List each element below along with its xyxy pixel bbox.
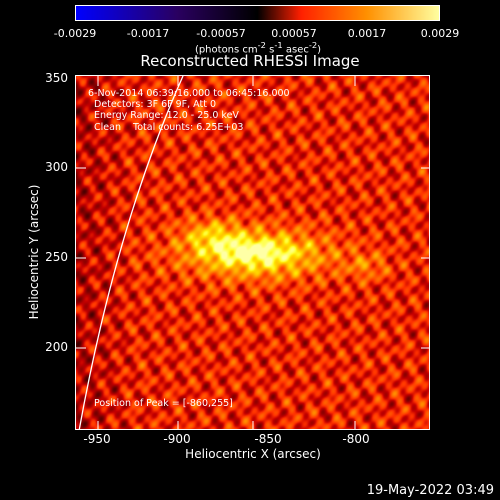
colorbar-tick-label: 0.0017 — [347, 27, 387, 40]
colorbar-tick-label: -0.00057 — [196, 27, 246, 40]
info-line-detectors: Detectors: 3F 6F 9F, Att 0 — [94, 99, 217, 110]
x-axis-ticks — [97, 76, 356, 429]
plot-overlay — [76, 76, 429, 429]
x-tick-label: -850 — [254, 432, 282, 446]
colorbar-units: (photons cm-2 s-1 asec-2) — [194, 40, 322, 56]
colorbar-tick-label: 0.0029 — [420, 27, 460, 40]
image-plot-area: 6-Nov-2014 06:39:16.000 to 06:45:16.000 … — [75, 75, 430, 430]
colorbar — [75, 5, 440, 21]
solar-limb-curve — [78, 76, 184, 429]
info-line-energy: Energy Range: 12.0 - 25.0 keV — [94, 110, 239, 121]
colorbar-tick-label: -0.0029 — [53, 27, 97, 40]
x-tick-label: -800 — [342, 432, 370, 446]
info-line-clean: Clean Total counts: 6.25E+03 — [94, 122, 244, 133]
colorbar-tick-label: 0.00057 — [271, 27, 317, 40]
y-axis-ticks — [76, 167, 429, 349]
y-tick-label: 300 — [45, 160, 68, 174]
timestamp: 19-May-2022 03:49 — [366, 483, 494, 498]
y-axis-title: Heliocentric Y (arcsec) — [27, 184, 41, 320]
x-axis-title: Heliocentric X (arcsec) — [185, 447, 321, 461]
y-tick-label: 200 — [45, 340, 68, 354]
y-tick-label: 350 — [45, 71, 68, 85]
rhessi-image — [76, 76, 429, 429]
info-line-time: 6-Nov-2014 06:39:16.000 to 06:45:16.000 — [88, 88, 290, 99]
colorbar-tick-label: -0.0017 — [126, 27, 170, 40]
x-tick-label: -900 — [163, 432, 191, 446]
plot-title: Reconstructed RHESSI Image — [140, 52, 360, 70]
peak-position-label: Position of Peak = [-860,255] — [94, 398, 233, 409]
y-tick-label: 250 — [45, 250, 68, 264]
x-tick-label: -950 — [83, 432, 111, 446]
